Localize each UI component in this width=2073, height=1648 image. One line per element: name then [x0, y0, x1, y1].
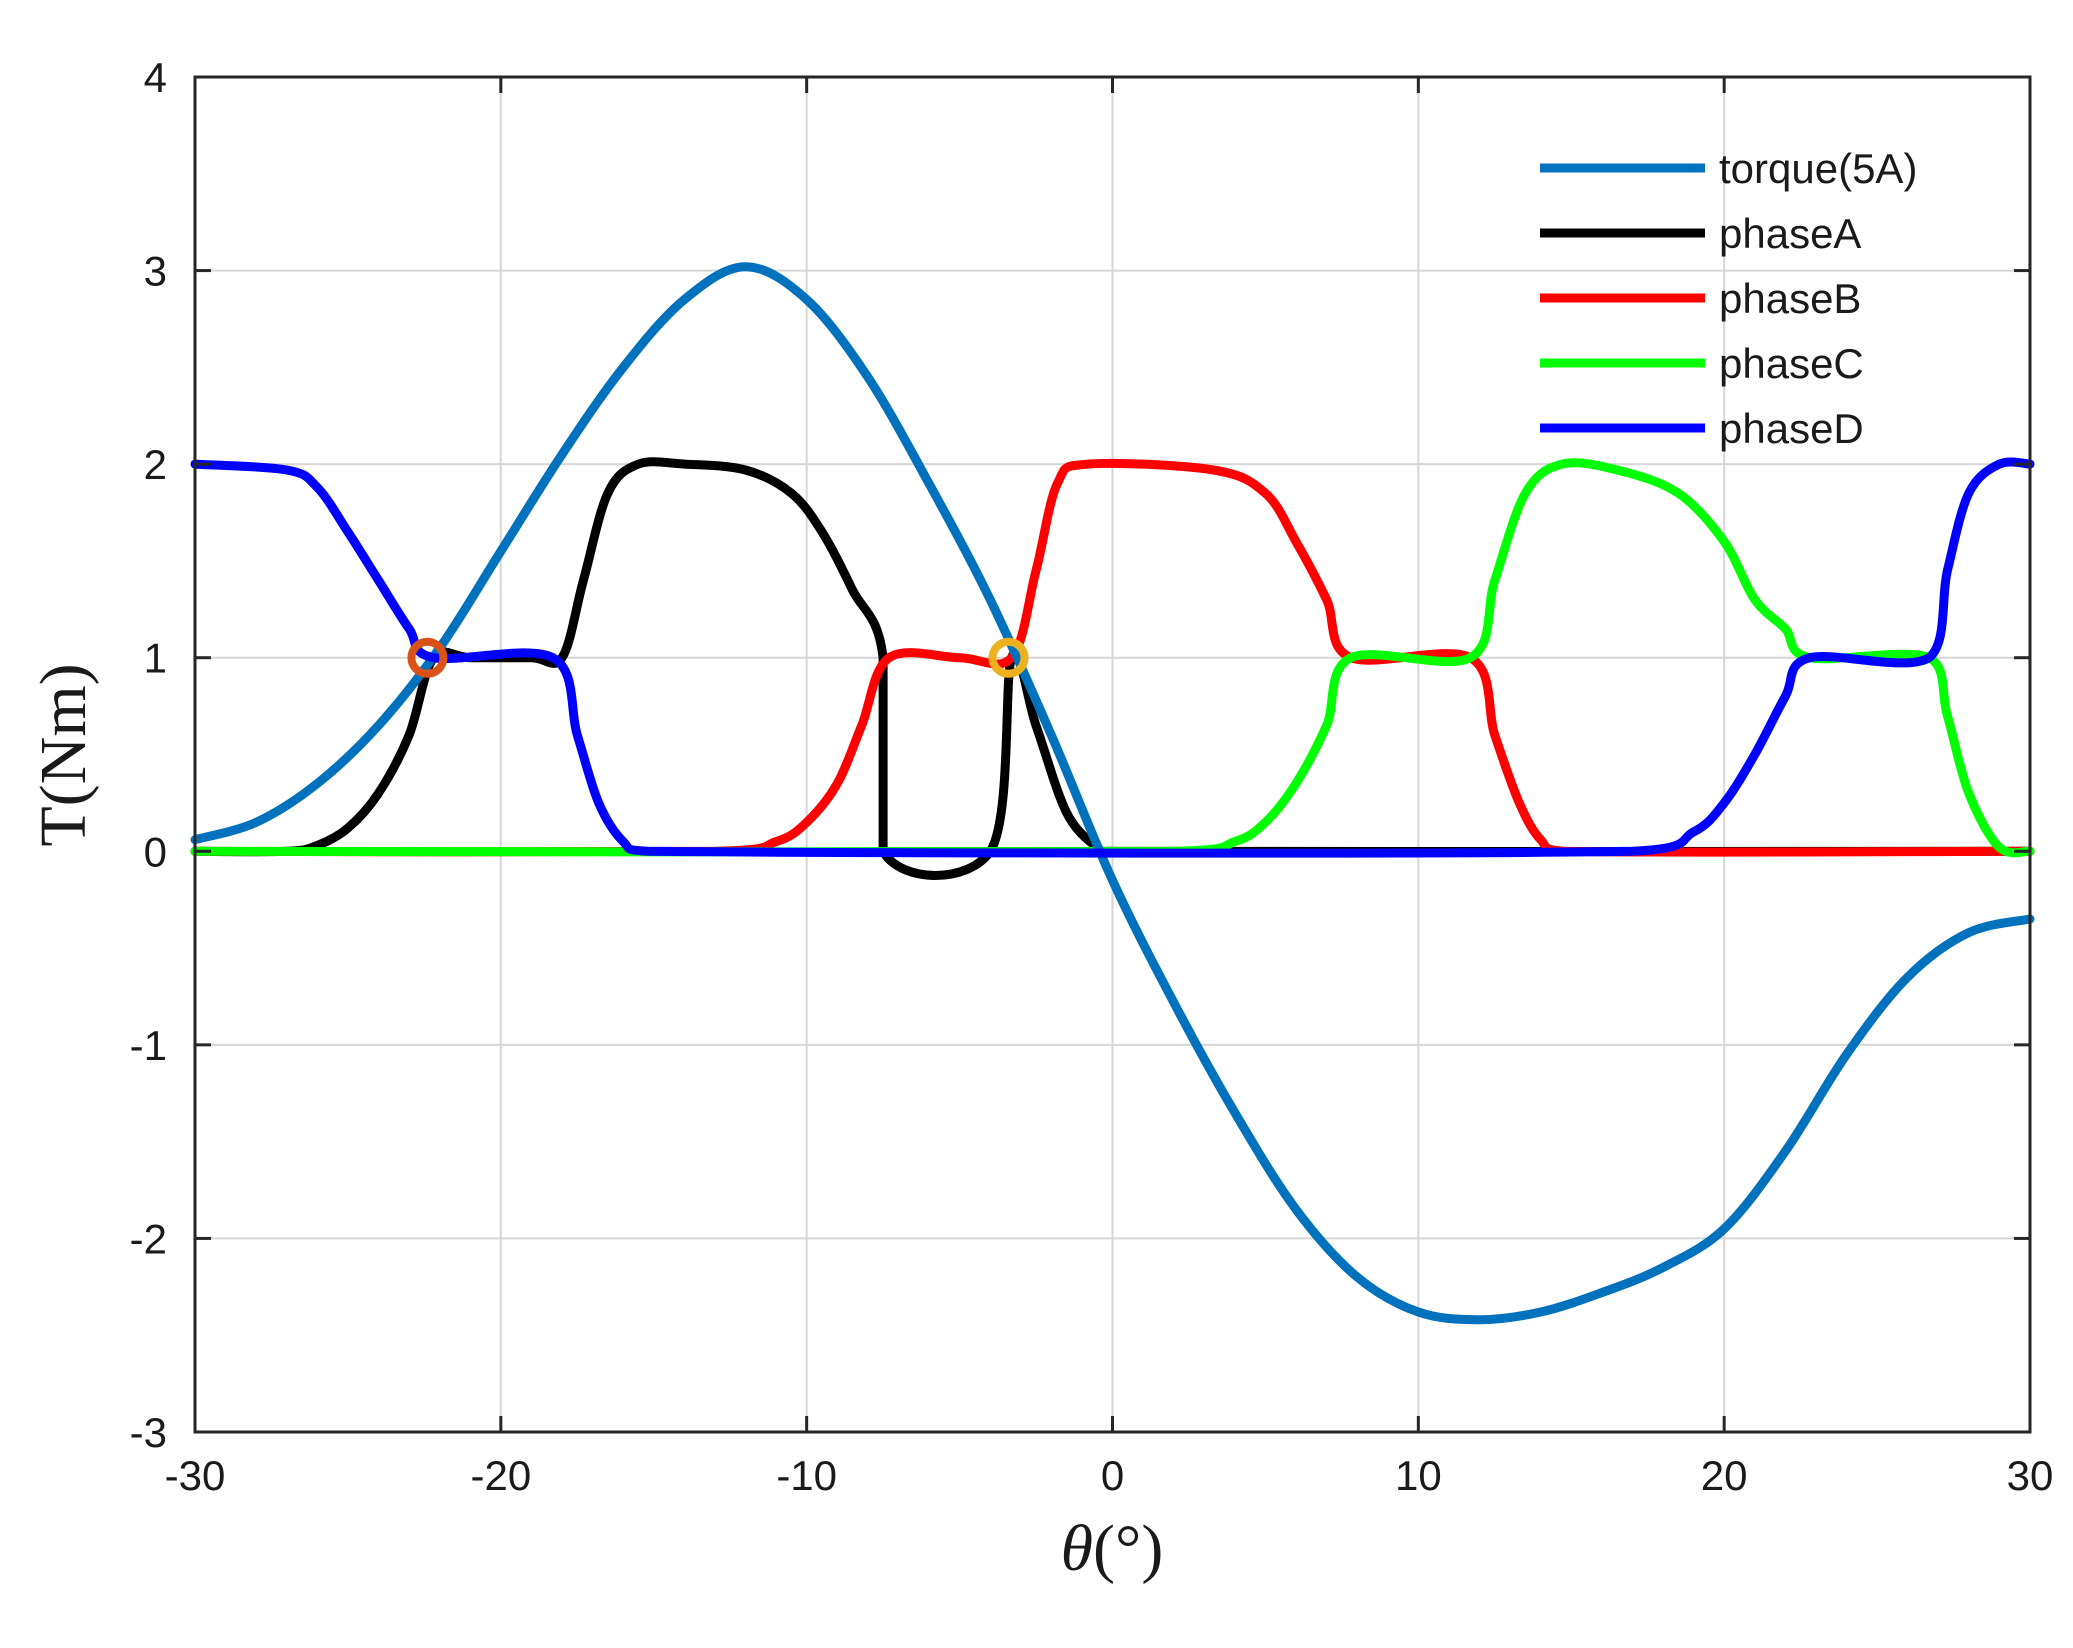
x-tick-labels: -30 -20 -10 0 10 20 30 [165, 1452, 2054, 1499]
y-tick-label: -1 [130, 1022, 167, 1069]
series-group [190, 262, 2035, 1325]
legend-label: phaseC [1719, 340, 1864, 387]
y-tick-label: 3 [144, 248, 167, 295]
x-tick-label: 10 [1395, 1452, 1442, 1499]
legend: torque(5A) phaseA phaseB phaseC phaseD [1540, 145, 1917, 452]
intersection-marker-1 [407, 637, 448, 678]
y-tick-label: 2 [144, 441, 167, 488]
x-tick-label: -20 [470, 1452, 531, 1499]
x-tick-label: 20 [1701, 1452, 1748, 1499]
series-line-phaseb [190, 458, 2035, 857]
y-tick-labels: -3 -2 -1 0 1 2 3 4 [130, 54, 167, 1456]
y-tick-label: 4 [144, 54, 167, 101]
y-tick-label: 1 [144, 635, 167, 682]
y-tick-label: 0 [144, 828, 167, 875]
legend-label: phaseB [1719, 275, 1861, 322]
series-line-phasea [190, 457, 2035, 880]
legend-label: phaseA [1719, 210, 1861, 257]
intersection-marker-2 [988, 637, 1029, 678]
x-axis-symbol: θ [1061, 1512, 1093, 1585]
series-line-phased [190, 457, 2035, 858]
markers-group [407, 637, 1029, 678]
legend-label: torque(5A) [1719, 145, 1917, 192]
ticks [193, 75, 2032, 1434]
x-tick-label: 0 [1101, 1452, 1124, 1499]
x-tick-label: 30 [2007, 1452, 2054, 1499]
x-tick-label: -10 [776, 1452, 837, 1499]
y-axis-title: T(Nm) [27, 663, 100, 846]
x-tick-label: -30 [165, 1452, 226, 1499]
y-tick-label: -3 [130, 1409, 167, 1456]
x-axis-unit: (°) [1093, 1512, 1163, 1585]
legend-label: phaseD [1719, 405, 1864, 452]
x-axis-title: θ(°) [1061, 1512, 1164, 1585]
y-tick-label: -2 [130, 1215, 167, 1262]
series-line-torque-5a- [190, 262, 2035, 1325]
